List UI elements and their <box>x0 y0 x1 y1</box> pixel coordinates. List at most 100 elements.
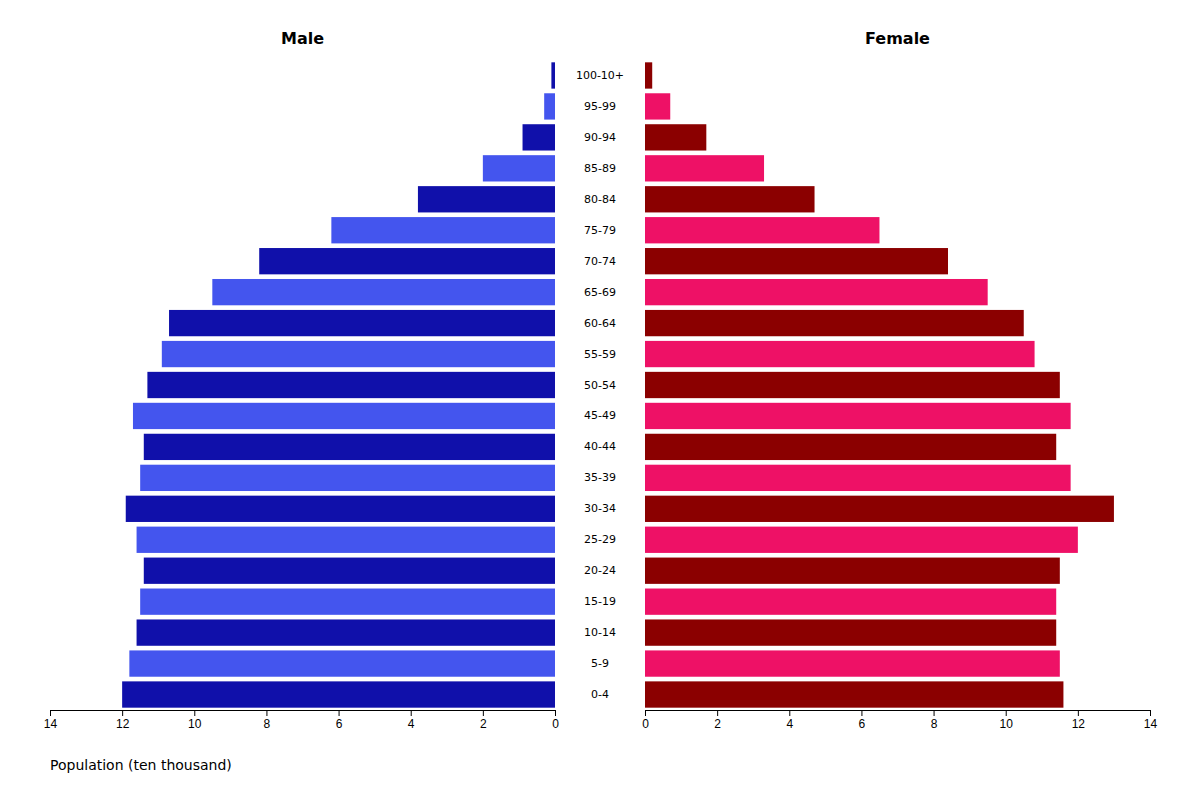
tick: 14 <box>1144 710 1158 731</box>
category-label: 10-14 <box>584 626 616 639</box>
bar <box>144 558 555 584</box>
x-label: Population (ten thousand) <box>50 757 232 773</box>
tick-label: 2 <box>480 717 487 731</box>
category-label: 60-64 <box>584 317 616 330</box>
tick-mark <box>1150 710 1151 716</box>
tick: 0 <box>552 710 559 731</box>
tick: 4 <box>786 710 793 731</box>
bar <box>162 341 555 367</box>
bar <box>645 93 670 119</box>
bar <box>645 124 706 150</box>
tick-mark <box>411 710 412 716</box>
tick: 10 <box>1000 710 1014 731</box>
bar <box>645 496 1114 522</box>
tick-mark <box>50 710 51 716</box>
tick-mark <box>266 710 267 716</box>
bar <box>140 589 555 615</box>
tick-mark <box>339 710 340 716</box>
axis-line <box>646 711 1151 717</box>
tick-label: 10 <box>188 717 202 731</box>
tick-label: 12 <box>116 717 130 731</box>
category-label: 55-59 <box>584 348 616 361</box>
bar <box>645 527 1078 553</box>
tick-label: 0 <box>642 717 649 731</box>
tick-mark <box>555 710 556 716</box>
tick: 12 <box>1072 710 1086 731</box>
category-label: 90-94 <box>584 131 616 144</box>
bar <box>645 589 1056 615</box>
panel-title: Female <box>865 29 930 48</box>
bar <box>137 527 555 553</box>
tick: 8 <box>264 710 271 731</box>
tick-mark <box>789 710 790 716</box>
tick-mark <box>194 710 195 716</box>
category-label: 40-44 <box>584 440 616 453</box>
tick-mark <box>1006 710 1007 716</box>
tick: 8 <box>931 710 938 731</box>
bar <box>645 558 1060 584</box>
x-axis: 0 2 4 6 8 10 12 14 <box>642 710 1157 731</box>
tick-label: 6 <box>859 717 866 731</box>
bar <box>645 248 948 274</box>
category-label: 65-69 <box>584 286 616 299</box>
tick: 14 <box>44 710 58 731</box>
bar <box>645 372 1060 398</box>
bar <box>126 496 555 522</box>
bar <box>645 310 1024 336</box>
tick-mark <box>1078 710 1079 716</box>
category-label: 100-10+ <box>576 69 624 82</box>
tick-mark <box>717 710 718 716</box>
bar <box>645 434 1056 460</box>
category-label: 75-79 <box>584 224 616 237</box>
bar <box>645 465 1071 491</box>
bar <box>645 681 1063 707</box>
tick: 0 <box>642 710 649 731</box>
bar <box>645 155 764 181</box>
category-label: 15-19 <box>584 595 616 608</box>
bar <box>418 186 555 212</box>
category-label: 70-74 <box>584 255 616 268</box>
tick-label: 10 <box>1000 717 1014 731</box>
bar <box>645 62 652 88</box>
tick-label: 4 <box>786 717 793 731</box>
tick-mark <box>483 710 484 716</box>
bar <box>645 403 1071 429</box>
tick-label: 0 <box>552 717 559 731</box>
tick: 6 <box>336 710 343 731</box>
tick-label: 6 <box>336 717 343 731</box>
tick: 4 <box>408 710 415 731</box>
bar <box>645 279 988 305</box>
bar <box>645 619 1056 645</box>
category-label: 50-54 <box>584 379 616 392</box>
bar <box>645 341 1035 367</box>
tick-label: 14 <box>44 717 58 731</box>
category-label: 45-49 <box>584 409 616 422</box>
category-label: 0-4 <box>591 688 609 701</box>
tick: 6 <box>859 710 866 731</box>
axis-line <box>51 711 556 717</box>
category-label: 85-89 <box>584 162 616 175</box>
category-label: 95-99 <box>584 100 616 113</box>
tick-mark <box>934 710 935 716</box>
x-axis: 0 2 4 6 8 10 12 14 <box>44 710 559 731</box>
bar <box>169 310 555 336</box>
tick: 2 <box>480 710 487 731</box>
tick-label: 8 <box>931 717 938 731</box>
tick: 12 <box>116 710 130 731</box>
bar <box>144 434 555 460</box>
bar <box>122 681 555 707</box>
tick-label: 2 <box>714 717 721 731</box>
bar <box>645 650 1060 676</box>
chart: 02468101214Male02468101214Female0-45-910… <box>0 0 1200 800</box>
bars <box>645 62 1114 707</box>
category-label: 80-84 <box>584 193 616 206</box>
bar <box>645 186 815 212</box>
tick: 2 <box>714 710 721 731</box>
tick-mark <box>122 710 123 716</box>
bar <box>212 279 555 305</box>
tick-label: 8 <box>264 717 271 731</box>
bar <box>483 155 555 181</box>
tick-mark <box>645 710 646 716</box>
bar <box>129 650 555 676</box>
bar <box>645 217 879 243</box>
